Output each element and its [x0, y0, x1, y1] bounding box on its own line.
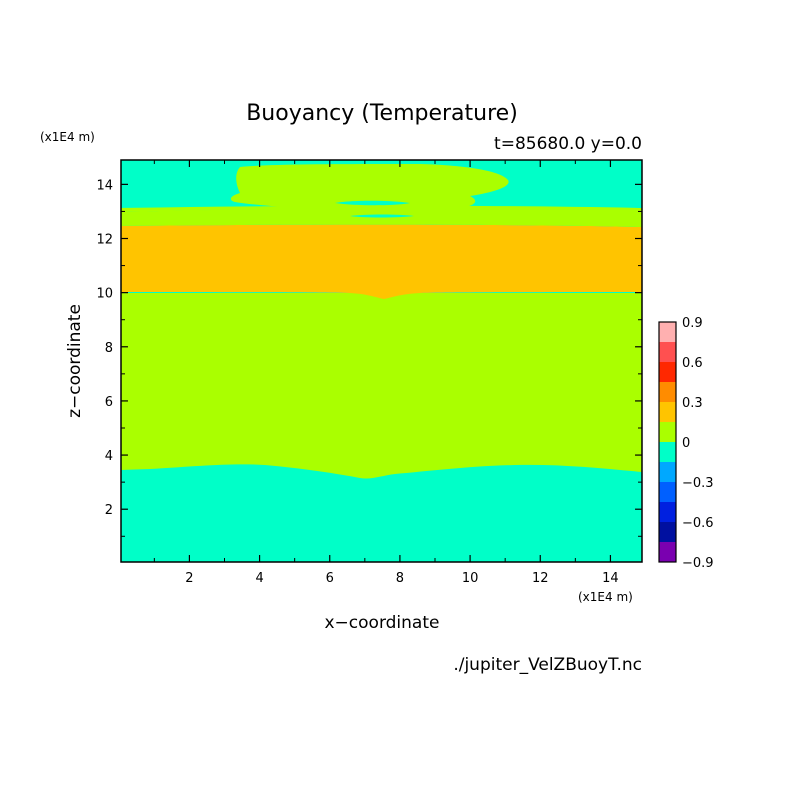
region-top-neutral-patch [230, 164, 509, 213]
y-tick-label: 14 [96, 178, 113, 193]
y-tick-label: 10 [96, 287, 113, 302]
colorbar-swatch [659, 382, 676, 402]
colorbar-swatch [659, 402, 676, 422]
x-tick-label: 12 [532, 571, 549, 586]
colorbar-tick-label: −0.6 [682, 516, 714, 531]
x-tick-label: 8 [396, 571, 404, 586]
region-warm-layer [121, 224, 642, 299]
y-tick-label: 6 [105, 395, 113, 410]
source-filename: ./jupiter_VelZBuoyT.nc [453, 655, 642, 675]
colorbar: −0.9 −0.6 −0.3 0 0.3 0.6 0.9 [658, 316, 714, 571]
y-tick-label: 2 [105, 503, 113, 518]
x-tick-label: 2 [185, 571, 193, 586]
colorbar-swatch [659, 442, 676, 462]
x-axis-label: x−coordinate [325, 613, 440, 633]
y-tick-label: 12 [96, 233, 113, 248]
colorbar-swatch [659, 542, 676, 562]
colorbar-swatch [659, 362, 676, 382]
y-axis: 2 4 6 8 10 12 14 [96, 178, 642, 537]
region-cool-pocket-2 [350, 214, 414, 218]
chart-title: Buoyancy (Temperature) [246, 101, 518, 126]
colorbar-frame [658, 321, 677, 563]
colorbar-tick-label: 0 [682, 436, 690, 451]
colorbar-tick-label: 0.6 [682, 356, 703, 371]
region-mid-neutral-layer [121, 293, 642, 479]
x-axis: 2 4 6 8 10 12 14 [153, 160, 619, 586]
x-tick-label: 4 [255, 571, 263, 586]
colorbar-tick-label: 0.9 [682, 316, 703, 331]
colorbar-swatch [659, 462, 676, 482]
x-tick-label: 10 [462, 571, 479, 586]
colorbar-swatch [659, 522, 676, 542]
y-tick-label: 4 [105, 449, 113, 464]
colorbar-swatch [659, 422, 676, 442]
colorbar-tick-label: −0.3 [682, 476, 714, 491]
chart-subtitle: t=85680.0 y=0.0 [494, 134, 642, 154]
x-unit-label: (x1E4 m) [578, 590, 633, 604]
plot-area: 2 4 6 8 10 12 14 2 4 6 8 10 12 14 [96, 159, 643, 586]
colorbar-swatch [659, 322, 676, 342]
colorbar-swatch [659, 342, 676, 362]
region-top-neutral-edge [121, 205, 642, 212]
colorbar-tick-label: 0.3 [682, 396, 703, 411]
y-unit-label: (x1E4 m) [40, 130, 95, 144]
colorbar-swatch [659, 502, 676, 522]
colorbar-tick-label: −0.9 [682, 556, 714, 571]
x-tick-label: 6 [326, 571, 334, 586]
y-axis-label: z−coordinate [65, 304, 85, 418]
plot-frame [120, 159, 643, 563]
y-tick-label: 8 [105, 341, 113, 356]
region-cool-pocket-1 [335, 200, 410, 206]
colorbar-swatch [659, 482, 676, 502]
x-tick-label: 14 [602, 571, 619, 586]
